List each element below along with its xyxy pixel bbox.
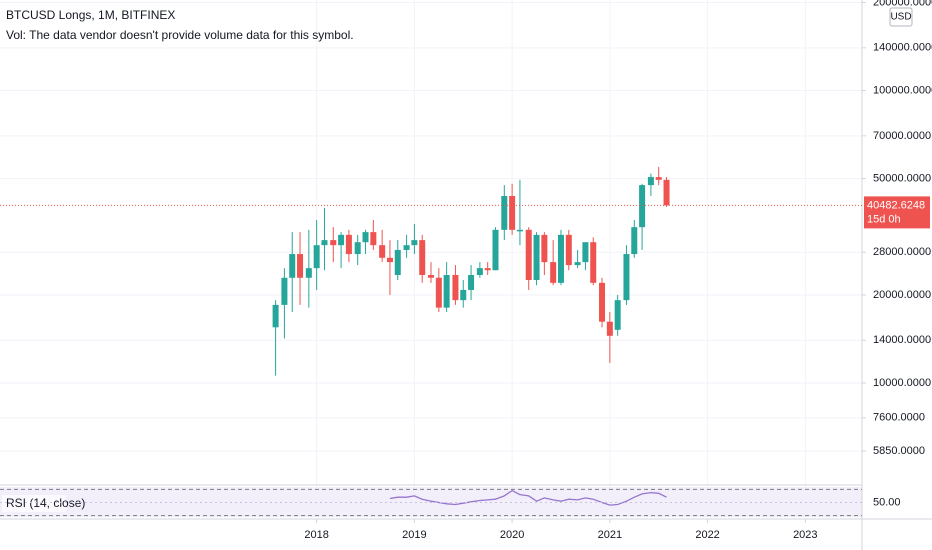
y-tick-label: 140000.0000 [873,42,932,54]
candle-body [476,268,483,276]
y-tick-label: 50000.0000 [873,172,931,184]
rsi-tick-label: 50.00 [873,496,901,508]
candle-body [428,275,434,278]
candle-body [272,304,279,328]
candle-body [379,245,386,258]
y-tick-label: 7600.0000 [873,412,925,424]
candle-body [345,234,352,255]
candle-body [655,177,662,180]
y-tick-label: 20000.0000 [873,289,931,301]
y-tick-label: 70000.0000 [873,130,931,142]
candle-body [386,257,393,263]
candle-body [623,254,630,301]
y-tick-label: 200000.0000 [873,0,932,8]
candle-body [289,254,296,278]
candle-body [338,234,345,246]
chart-title: BTCUSD Longs, 1M, BITFINEX [6,8,175,22]
candle-body [614,300,621,330]
candle-body [435,277,442,308]
candle-body [509,195,516,230]
candle-body [647,177,654,186]
candle-body [354,242,361,255]
grid [0,0,862,517]
candle-body [606,321,613,336]
candle-body [362,232,369,243]
candle-body [541,234,548,263]
candle-body [582,242,589,263]
candle-body [639,185,646,228]
candle-body [492,229,499,271]
candle-body [403,245,410,250]
candle-body [313,245,320,269]
candle-body [565,234,572,266]
currency-button[interactable] [889,7,913,27]
currency-label[interactable]: USD [890,12,911,23]
y-tick-label: 14000.0000 [873,334,931,346]
x-tick-label: 2023 [793,529,817,541]
y-tick-label: 28000.0000 [873,246,931,258]
candle-body [599,282,606,322]
candle-body [443,275,450,308]
chart-subtitle: Vol: The data vendor doesn't provide vol… [6,28,354,42]
candle-body [330,240,337,246]
x-tick-label: 2019 [402,529,426,541]
candle-body [501,195,508,230]
candle-body [321,240,328,246]
candle-body [550,262,557,283]
candle-body [281,277,288,305]
candle-body [663,179,670,206]
candle-body [557,234,564,283]
candle-body [411,240,418,246]
candle-body [484,268,491,271]
candle-body [516,229,523,232]
candle-body [590,242,597,283]
indicator-name[interactable]: RSI (14, close) [6,496,85,510]
candle-body [533,234,540,280]
y-tick-label: 100000.0000 [873,84,932,96]
candle-body [452,275,459,301]
indicator-legend-box [2,495,66,512]
candle-body [460,289,467,301]
y-tick-label: 10000.0000 [873,377,931,389]
candle-body [297,254,304,278]
y-tick-label: 5850.0000 [873,445,925,457]
candle-body [574,262,581,266]
candle-body [394,249,401,276]
x-tick-label: 2018 [304,529,328,541]
x-tick-label: 2022 [695,529,719,541]
candle-body [631,227,638,255]
last-price-label: 40482.6248 [867,199,925,211]
candle-body [419,240,426,276]
candle-body [525,229,532,280]
marks [272,166,670,506]
countdown-label: 15d 0h [867,213,901,225]
candle-body [468,275,475,290]
candle-body [305,268,312,278]
candle-body [370,232,377,246]
last-price-tag [864,196,930,229]
x-tick-label: 2021 [598,529,622,541]
x-tick-label: 2020 [500,529,524,541]
